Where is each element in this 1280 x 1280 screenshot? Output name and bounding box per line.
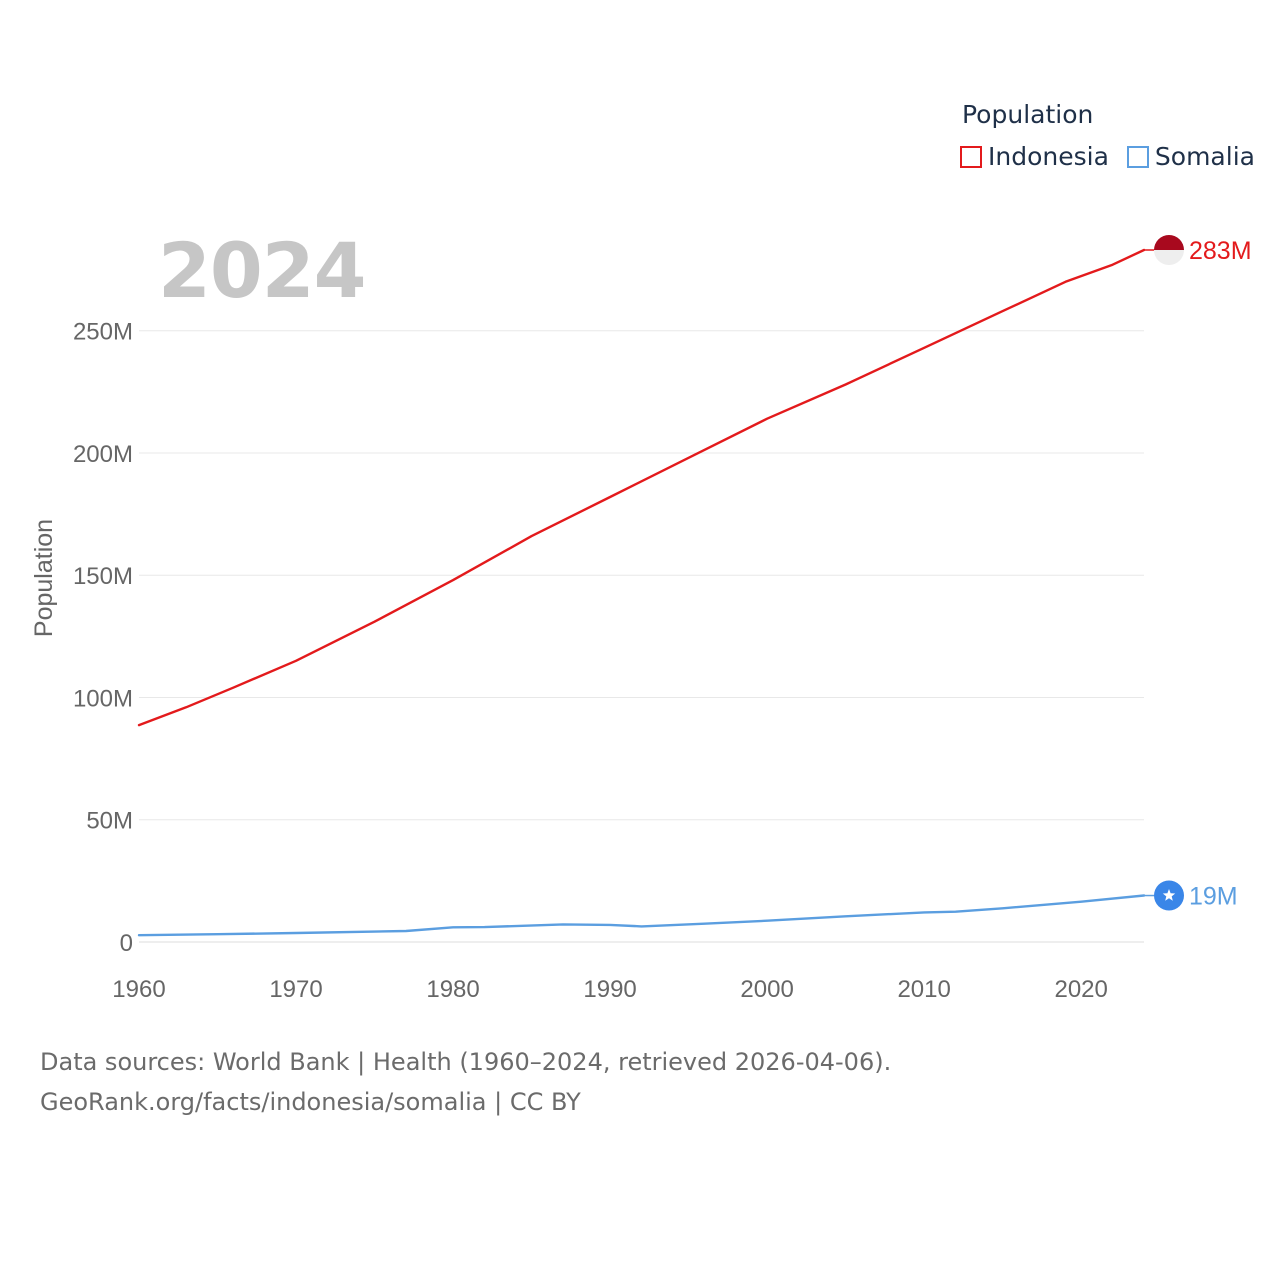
- legend-item-indonesia[interactable]: Indonesia: [960, 142, 1109, 171]
- flag-white-half: [1154, 250, 1184, 265]
- x-tick-label: 1970: [269, 976, 322, 1003]
- y-tick-label: 0: [120, 930, 133, 957]
- x-tick-label: 2000: [740, 976, 793, 1003]
- x-axis-ticks: 1960 1970 1980 1990 2000 2010 2020: [112, 976, 1108, 1003]
- y-tick-label: 250M: [73, 319, 133, 346]
- y-axis-label: Population: [30, 519, 58, 637]
- end-value-label-somalia: 19M: [1189, 883, 1238, 911]
- grid-lines: [139, 330, 1144, 943]
- flag-red-half: [1154, 235, 1184, 250]
- footer-source: Data sources: World Bank | Health (1960–…: [40, 1048, 892, 1076]
- footer-credit: GeoRank.org/facts/indonesia/somalia | CC…: [40, 1088, 581, 1116]
- legend-label-somalia: Somalia: [1154, 142, 1255, 171]
- x-tick-label: 2020: [1054, 976, 1107, 1003]
- legend-swatch-somalia: [1126, 145, 1149, 168]
- star-shape: [1162, 889, 1176, 901]
- series-line-indonesia: [137, 248, 1146, 727]
- legend: Indonesia Somalia: [960, 142, 1273, 171]
- x-tick-label: 1960: [112, 976, 165, 1003]
- legend-item-somalia[interactable]: Somalia: [1126, 142, 1255, 171]
- footer: Data sources: World Bank | Health (1960–…: [40, 1042, 891, 1122]
- y-axis-ticks: 0 50M 100M 150M 200M 250M: [73, 319, 133, 957]
- legend-label-indonesia: Indonesia: [988, 142, 1109, 171]
- y-tick-label: 150M: [73, 563, 133, 590]
- series-lines: [137, 248, 1146, 937]
- flag-indonesia-icon: [1154, 235, 1184, 265]
- x-tick-label: 1990: [583, 976, 636, 1003]
- y-tick-label: 50M: [86, 808, 133, 835]
- legend-swatch-indonesia: [960, 145, 982, 168]
- series-line-somalia: [137, 894, 1146, 937]
- x-tick-label: 1980: [426, 976, 479, 1003]
- end-value-label-indonesia: 283M: [1189, 237, 1252, 265]
- x-tick-label: 2010: [897, 976, 950, 1003]
- y-tick-label: 100M: [73, 685, 133, 712]
- star-icon: [1154, 880, 1184, 911]
- year-display: 2024: [158, 226, 367, 315]
- end-markers: 283M 19M: [1144, 235, 1252, 911]
- y-tick-label: 200M: [73, 441, 133, 468]
- legend-title: Population: [962, 100, 1094, 129]
